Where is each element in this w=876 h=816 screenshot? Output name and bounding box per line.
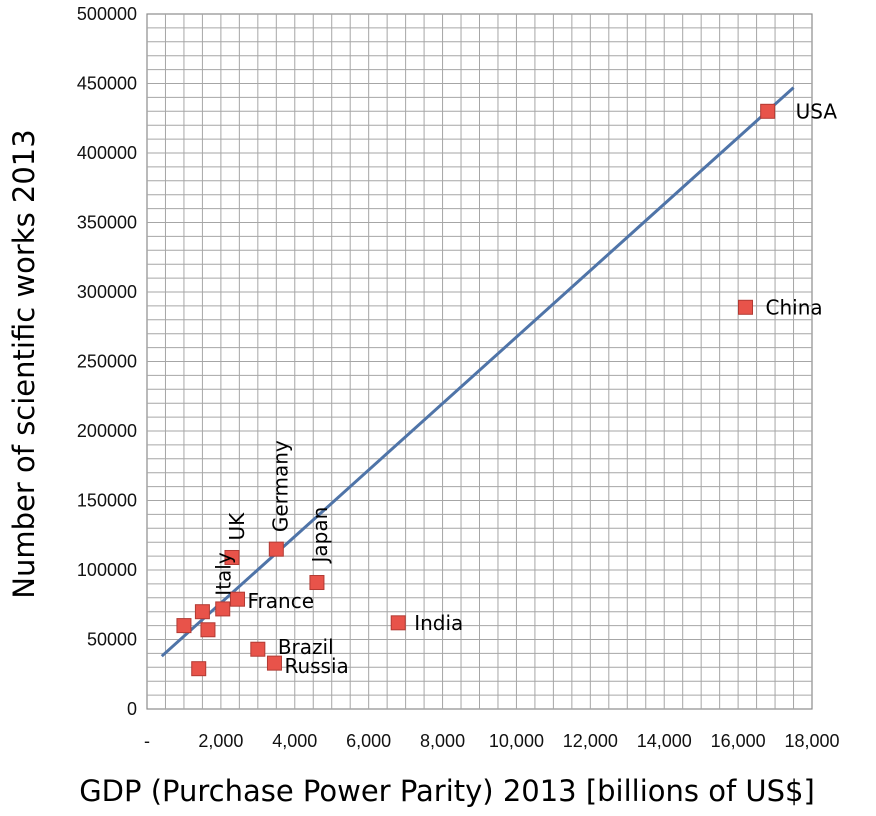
data-point: [215, 601, 231, 617]
y-tick-label: 300000: [77, 282, 137, 302]
data-point-india: [390, 615, 406, 631]
y-tick-label: 350000: [77, 213, 137, 233]
point-label-japan: Japan: [308, 507, 332, 565]
data-point-usa: [760, 103, 776, 119]
data-point: [176, 618, 192, 634]
point-label-china: China: [766, 295, 823, 319]
point-labels-group: USA China India Japan Germany UK Italy France Br…: [211, 99, 837, 678]
point-label-italy: Italy: [211, 552, 235, 596]
y-tick-label: 500000: [77, 4, 137, 24]
y-tick-label: 150000: [77, 491, 137, 511]
x-tick-label: 14,000: [637, 731, 692, 751]
x-tick-label: 18,000: [784, 731, 839, 751]
y-tick-label: 450000: [77, 74, 137, 94]
y-axis-title: Number of scientific works 2013: [7, 129, 41, 598]
x-tick-label: 12,000: [563, 731, 618, 751]
x-tick-label: 8,000: [420, 731, 465, 751]
data-point-japan: [309, 575, 325, 591]
grid-lines: [146, 13, 813, 710]
x-tick-label: 6,000: [346, 731, 391, 751]
data-point-brazil: [250, 641, 266, 657]
trendline-group: [160, 86, 795, 658]
y-tick-label: 0: [127, 699, 137, 719]
x-tick-label: 10,000: [489, 731, 544, 751]
point-label-russia: Russia: [284, 654, 348, 678]
data-point-germany: [268, 541, 284, 557]
x-tick-label: 4,000: [272, 731, 317, 751]
data-point: [200, 622, 216, 638]
data-point-france: [230, 591, 246, 607]
markers-group: [176, 103, 776, 677]
point-label-usa: USA: [796, 99, 838, 123]
point-label-france: France: [248, 589, 315, 613]
data-point-uk: [224, 549, 240, 565]
x-tick-labels: - 2,000 4,000 6,000 8,000 10,000 12,000 14,000 1…: [144, 731, 840, 751]
y-tick-label: 250000: [77, 352, 137, 372]
y-tick-label: 50000: [87, 630, 137, 650]
point-label-brazil: Brazil: [278, 635, 334, 659]
x-axis-title: GDP (Purchase Power Parity) 2013 [billio…: [79, 774, 815, 808]
x-tick-label: -: [144, 731, 150, 751]
point-label-india: India: [414, 611, 463, 635]
trendline: [160, 86, 795, 658]
y-tick-label: 400000: [77, 143, 137, 163]
x-tick-label: 2,000: [198, 731, 243, 751]
point-label-uk: UK: [225, 512, 249, 541]
data-point-russia: [266, 655, 282, 671]
point-label-germany: Germany: [268, 440, 292, 532]
data-point-china: [738, 299, 753, 315]
y-tick-labels: 0 50000 100000 150000 200000 250000 300000 3500…: [77, 4, 137, 719]
x-tick-label: 16,000: [711, 731, 766, 751]
data-point-italy: [194, 604, 210, 620]
data-point: [191, 661, 207, 677]
y-tick-label: 100000: [77, 560, 137, 580]
y-tick-label: 200000: [77, 421, 137, 441]
